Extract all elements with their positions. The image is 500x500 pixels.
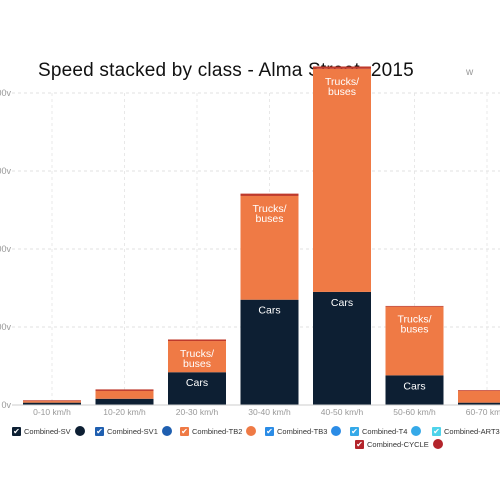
legend-item[interactable]: ✔ Combined-T4 [350,426,422,436]
legend-label: Combined-T4 [362,426,408,436]
x-tick-label: 60-70 km/h [466,407,500,417]
bar-label: Cars [331,297,353,309]
legend-label: Combined-ART3 [444,426,500,436]
bar-label: Trucks/ [397,314,431,326]
bar-label: Cars [403,380,425,392]
checkbox-icon[interactable]: ✔ [12,426,21,436]
bar-label: buses [400,324,428,336]
bar-segment [313,66,371,69]
checkbox-icon[interactable]: ✔ [355,439,364,449]
bar-label: Trucks/ [252,203,286,215]
legend-item[interactable]: ✔ Combined-TB2 [180,426,257,436]
y-tick-label: 100v [0,322,11,332]
legend-item[interactable]: ✔ Combined-CYCLE [355,439,443,449]
bar-label: Cars [258,305,280,317]
checkbox-icon[interactable]: ✔ [432,426,441,436]
legend-item[interactable]: ✔ Combined-SV [12,426,85,436]
color-dot-icon [74,426,85,436]
bar-segment [95,398,154,405]
legend-label: Combined-TB3 [277,426,328,436]
bar-label: buses [183,358,211,370]
checkbox-icon[interactable]: ✔ [180,426,189,436]
x-tick-label: 20-30 km/h [176,407,219,417]
checkbox-icon[interactable]: ✔ [95,426,104,436]
legend-item[interactable]: ✔ Combined-SV1 [95,426,172,436]
corner-mark: w [466,67,474,78]
bar-segment [385,306,444,376]
color-dot-icon [246,426,257,436]
bar-segment [458,390,500,391]
bar-segment [95,389,154,391]
bar-label: Trucks/ [180,348,214,360]
color-dot-icon [161,426,172,436]
bar-segment [240,299,299,405]
legend-label: Combined-TB2 [192,426,243,436]
bar-segment [95,390,154,399]
legend-label: Combined-SV1 [107,426,158,436]
bar-segment [23,401,81,403]
bar-segment [168,372,226,405]
y-tick-label: 300v [0,166,11,176]
bar-segment [313,68,371,292]
color-dot-icon [411,426,422,436]
x-tick-label: 40-50 km/h [321,407,364,417]
x-tick-label: 30-40 km/h [248,407,291,417]
bar-segment [458,402,500,405]
bar-segment [168,341,226,373]
y-tick-label: 0v [1,400,11,410]
bar-segment [385,305,444,307]
bar-segment [240,195,299,300]
checkbox-icon[interactable]: ✔ [265,426,274,436]
color-dot-icon [432,439,443,449]
legend-label: Combined-CYCLE [367,439,429,449]
color-dot-icon [331,426,342,436]
bar-segment [313,291,371,405]
bar-label: Cars [186,377,208,389]
bar-segment [240,193,299,196]
bar-label: Trucks/ [325,76,359,88]
checkbox-icon[interactable]: ✔ [350,426,359,436]
legend-label: Combined-SV [24,426,71,436]
bar-segment [23,402,81,405]
x-tick-label: 10-20 km/h [103,407,146,417]
bar-segment [385,375,444,405]
bar-segment [458,390,500,403]
bar-segment [23,400,81,402]
y-tick-label: 200v [0,244,11,254]
y-tick-label: 400v [0,88,11,98]
legend-item[interactable]: ✔ Combined-TB3 [265,426,342,436]
bar-label: buses [328,86,356,98]
x-tick-label: 0-10 km/h [33,407,71,417]
bar-label: buses [255,213,283,225]
x-tick-label: 50-60 km/h [393,407,436,417]
legend-item[interactable]: ✔ Combined-ART3 [432,426,500,436]
bar-segment [168,339,226,342]
